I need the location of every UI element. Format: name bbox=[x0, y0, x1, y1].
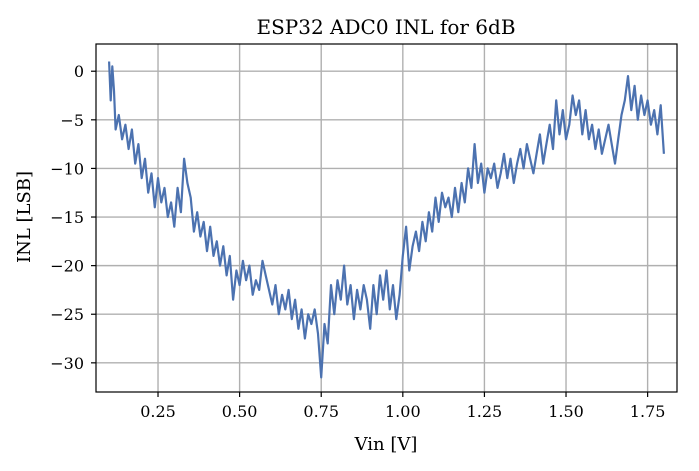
y-axis-label: INL [LSB] bbox=[14, 171, 35, 263]
y-axis-ticks: 0 −5 −10 −15 −20 −25 −30 bbox=[50, 62, 96, 373]
x-axis-label: Vin [V] bbox=[354, 434, 418, 455]
x-tick-label: 1.50 bbox=[548, 402, 584, 421]
y-tick-label: 0 bbox=[74, 62, 84, 81]
inl-series-line bbox=[108, 61, 665, 379]
y-tick-label: −15 bbox=[50, 208, 84, 227]
plot-frame bbox=[95, 43, 678, 393]
x-tick-label: 0.50 bbox=[222, 402, 258, 421]
series-layer bbox=[108, 61, 665, 379]
x-tick-label: 1.00 bbox=[385, 402, 421, 421]
grid bbox=[96, 44, 677, 392]
y-tick-label: −20 bbox=[50, 257, 84, 276]
chart-title: ESP32 ADC0 INL for 6dB bbox=[256, 15, 515, 39]
x-tick-label: 1.75 bbox=[630, 402, 666, 421]
x-tick-label: 0.25 bbox=[140, 402, 176, 421]
x-axis-ticks: 0.25 0.50 0.75 1.00 1.25 1.50 1.75 bbox=[140, 392, 665, 421]
y-tick-label: −10 bbox=[50, 159, 84, 178]
y-tick-label: −5 bbox=[60, 111, 84, 130]
x-tick-label: 0.75 bbox=[303, 402, 339, 421]
y-tick-label: −25 bbox=[50, 305, 84, 324]
y-tick-label: −30 bbox=[50, 354, 84, 373]
x-tick-label: 1.25 bbox=[467, 402, 503, 421]
